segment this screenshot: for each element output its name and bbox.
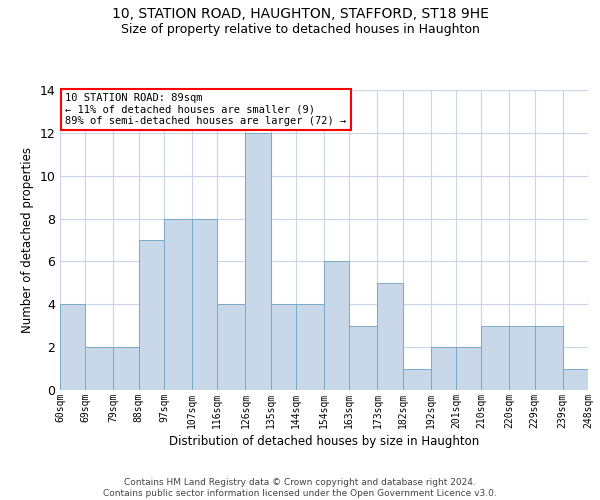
- Bar: [139, 240, 164, 390]
- Text: Size of property relative to detached houses in Haughton: Size of property relative to detached ho…: [121, 22, 479, 36]
- Bar: [509, 326, 535, 390]
- Bar: [324, 262, 349, 390]
- Bar: [403, 368, 431, 390]
- Bar: [164, 218, 192, 390]
- Bar: [377, 283, 403, 390]
- Bar: [271, 304, 296, 390]
- Bar: [431, 347, 456, 390]
- Bar: [535, 326, 563, 390]
- Text: Contains HM Land Registry data © Crown copyright and database right 2024.
Contai: Contains HM Land Registry data © Crown c…: [103, 478, 497, 498]
- Bar: [245, 133, 271, 390]
- Bar: [192, 218, 217, 390]
- Y-axis label: Number of detached properties: Number of detached properties: [21, 147, 34, 333]
- Bar: [456, 347, 481, 390]
- Text: Distribution of detached houses by size in Haughton: Distribution of detached houses by size …: [169, 435, 479, 448]
- Bar: [60, 304, 85, 390]
- Bar: [85, 347, 113, 390]
- Bar: [217, 304, 245, 390]
- Bar: [349, 326, 377, 390]
- Bar: [481, 326, 509, 390]
- Bar: [563, 368, 588, 390]
- Text: 10 STATION ROAD: 89sqm
← 11% of detached houses are smaller (9)
89% of semi-deta: 10 STATION ROAD: 89sqm ← 11% of detached…: [65, 93, 347, 126]
- Bar: [113, 347, 139, 390]
- Text: 10, STATION ROAD, HAUGHTON, STAFFORD, ST18 9HE: 10, STATION ROAD, HAUGHTON, STAFFORD, ST…: [112, 8, 488, 22]
- Bar: [296, 304, 324, 390]
